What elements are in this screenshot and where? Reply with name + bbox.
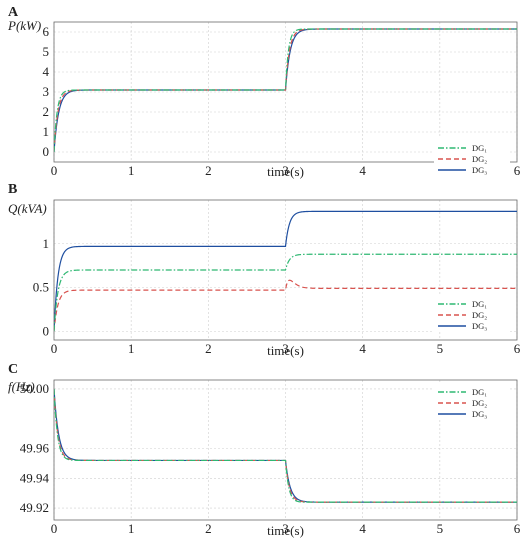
y-axis-label: P(kW) — [7, 18, 41, 33]
x-tick-label: 3 — [282, 163, 289, 178]
x-tick-label: 5 — [437, 521, 444, 536]
y-tick-label: 1 — [43, 124, 50, 139]
y-tick-label: 49.94 — [20, 470, 50, 485]
y-tick-label: 2 — [43, 104, 50, 119]
x-tick-label: 1 — [128, 163, 135, 178]
x-tick-label: 2 — [205, 163, 212, 178]
y-tick-label: 0.5 — [33, 280, 49, 295]
legend-label: DG₂ — [472, 154, 487, 164]
legend-label: DG₂ — [472, 398, 487, 408]
y-tick-label: 49.96 — [20, 441, 50, 456]
y-tick-label: 0 — [43, 144, 50, 159]
x-tick-label: 1 — [128, 341, 135, 356]
x-tick-label: 4 — [359, 341, 366, 356]
y-tick-label: 5 — [43, 44, 50, 59]
y-tick-label: 50.00 — [20, 381, 49, 396]
panel-letter: A — [8, 5, 19, 20]
y-tick-label: 49.92 — [20, 500, 49, 515]
plot-frame — [53, 199, 518, 341]
series-line-dg1 — [54, 253, 517, 332]
legend-label: DG₂ — [472, 310, 487, 320]
legend-label: DG₁ — [472, 387, 487, 397]
y-axis-label: Q(kVA) — [8, 201, 47, 216]
legend-label: DG₁ — [472, 143, 487, 153]
x-tick-label: 0 — [51, 163, 58, 178]
legend-label: DG₁ — [472, 299, 487, 309]
x-axis-label: time(s) — [267, 164, 304, 179]
x-tick-label: 6 — [514, 163, 521, 178]
x-tick-label: 4 — [359, 163, 366, 178]
x-tick-label: 2 — [205, 341, 212, 356]
x-axis-label: time(s) — [267, 343, 304, 358]
plot-frame — [53, 21, 518, 163]
x-tick-label: 3 — [282, 341, 289, 356]
y-tick-label: 0 — [43, 323, 50, 338]
x-tick-label: 2 — [205, 521, 212, 536]
plot-frame — [53, 379, 518, 521]
x-tick-label: 0 — [51, 521, 58, 536]
y-axis-label: f(Hz) — [8, 379, 35, 394]
legend-label: DG₃ — [472, 409, 487, 419]
series-line-dg2 — [54, 279, 517, 332]
series-line-dg1 — [54, 28, 517, 153]
panel-letter: B — [8, 182, 17, 197]
x-tick-label: 4 — [359, 521, 366, 536]
x-axis-label: time(s) — [267, 523, 304, 538]
panel-letter: C — [8, 362, 18, 377]
x-tick-label: 3 — [282, 521, 289, 536]
y-tick-label: 3 — [43, 84, 50, 99]
y-tick-label: 4 — [43, 64, 50, 79]
legend-label: DG₃ — [472, 321, 487, 331]
series-line-dg1 — [54, 388, 517, 503]
x-tick-label: 5 — [437, 341, 444, 356]
x-tick-label: 6 — [514, 341, 521, 356]
series-line-dg3 — [54, 210, 517, 332]
x-tick-label: 6 — [514, 521, 521, 536]
x-tick-label: 1 — [128, 521, 135, 536]
y-tick-label: 6 — [43, 24, 50, 39]
y-tick-label: 1 — [43, 236, 50, 251]
x-tick-label: 0 — [51, 341, 58, 356]
legend-label: DG₃ — [472, 165, 487, 175]
